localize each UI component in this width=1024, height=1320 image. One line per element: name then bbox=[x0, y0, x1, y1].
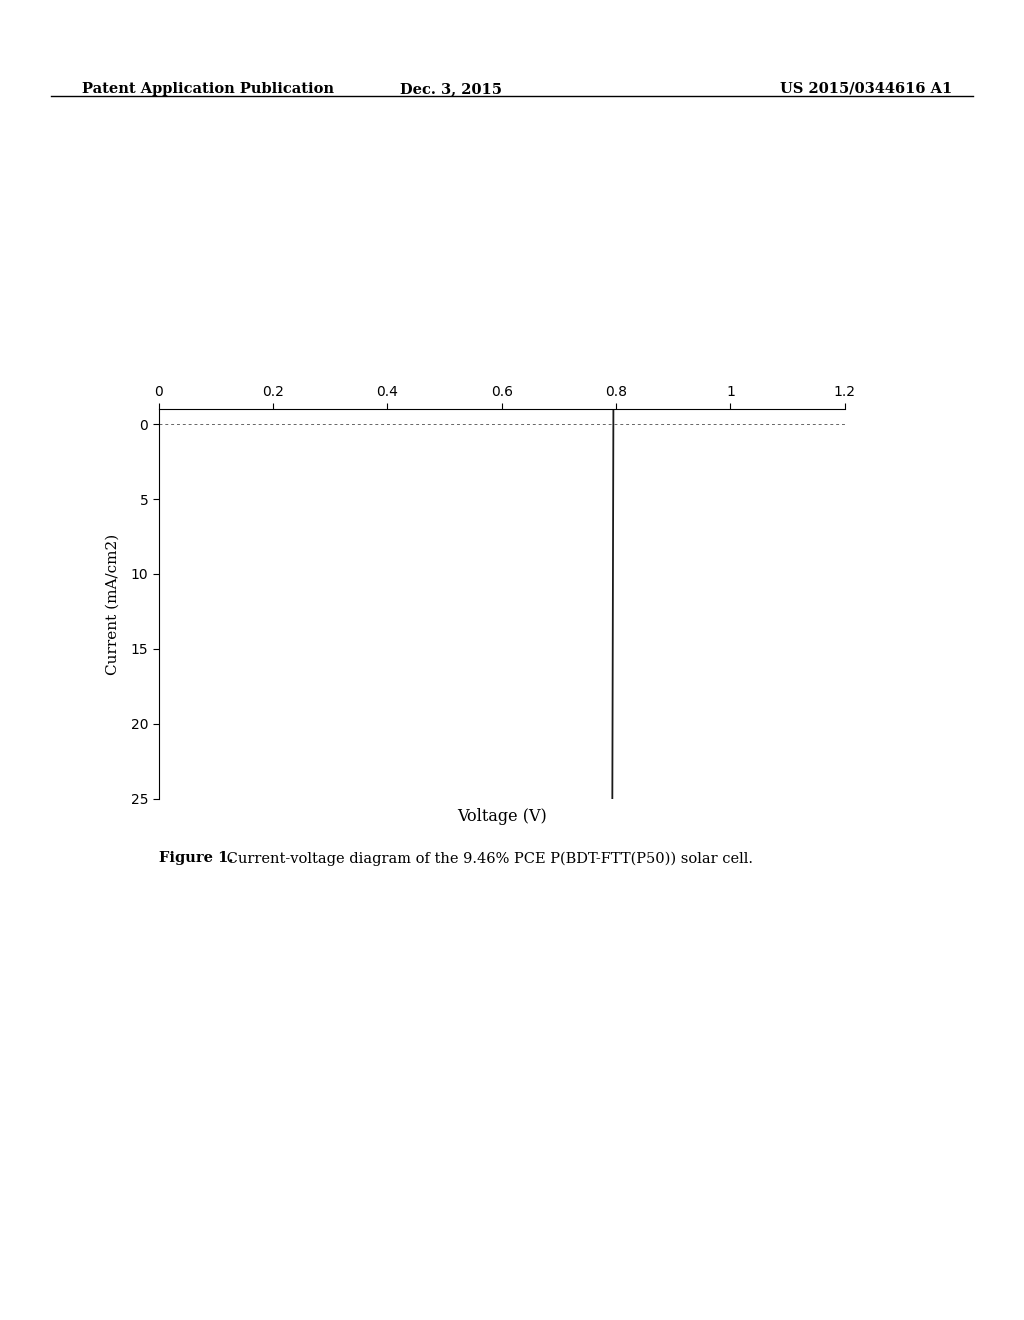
Text: Figure 1.: Figure 1. bbox=[159, 851, 233, 866]
Text: Voltage (V): Voltage (V) bbox=[457, 808, 547, 825]
Text: Current-voltage diagram of the 9.46% PCE P(BDT-FTT(P50)) solar cell.: Current-voltage diagram of the 9.46% PCE… bbox=[222, 851, 754, 866]
Text: US 2015/0344616 A1: US 2015/0344616 A1 bbox=[780, 82, 952, 96]
Text: Patent Application Publication: Patent Application Publication bbox=[82, 82, 334, 96]
Y-axis label: Current (mA/cm2): Current (mA/cm2) bbox=[105, 533, 120, 675]
Text: Dec. 3, 2015: Dec. 3, 2015 bbox=[399, 82, 502, 96]
